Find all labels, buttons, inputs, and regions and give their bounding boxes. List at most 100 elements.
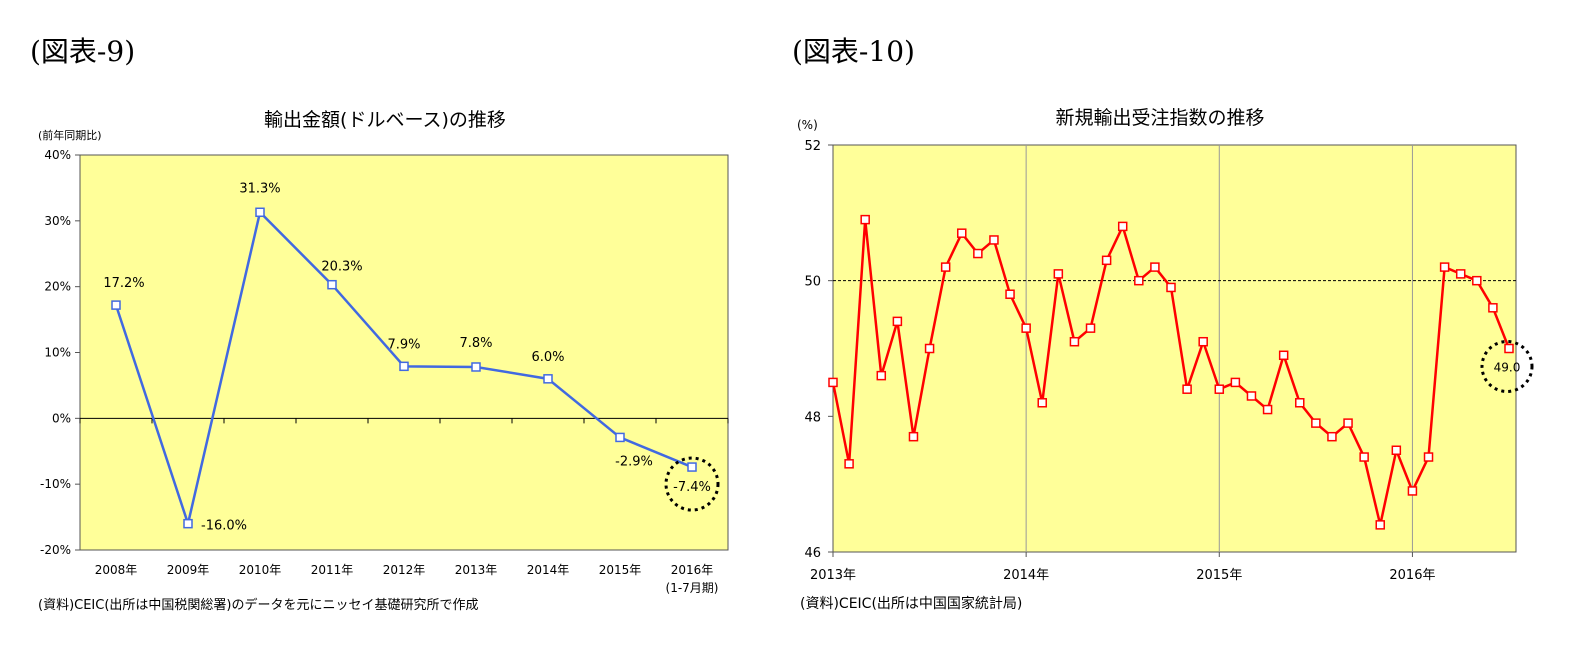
- chart1-data-point: [399, 361, 409, 372]
- chart2-data-point: [892, 316, 903, 327]
- chart2-data-point: [1101, 255, 1112, 266]
- chart1-ytick-label: -20%: [40, 543, 71, 557]
- chart1-y-axis: 40% 30% 20% 10% 0% -10% -20%: [40, 148, 80, 557]
- chart1-category-sublabel: (1-7月期): [666, 581, 719, 595]
- chart2-data-point: [1053, 269, 1064, 279]
- chart1-category-label: 2014年: [527, 563, 570, 577]
- chart2-data-point: [1311, 418, 1321, 428]
- chart2-x-axis: 2013年 2014年 2015年 2016年: [810, 552, 1435, 583]
- chart1-source: (資料)CEIC(出所は中国税関総署)のデータを元にニッセイ基礎研究所で作成: [38, 597, 479, 613]
- chart2-ytick-label: 48: [804, 410, 821, 425]
- chart2-ytick-label: 50: [804, 275, 821, 290]
- chart2-year-label: 2013年: [810, 568, 856, 583]
- chart2-data-point: [940, 262, 951, 272]
- chart2-markers: [828, 214, 1514, 530]
- chart1-category-label: 2010年: [239, 563, 282, 577]
- chart1-data-label: 31.3%: [239, 181, 280, 196]
- chart2-data-point: [957, 228, 967, 238]
- chart2-data-point: [1488, 303, 1498, 313]
- chart2-data-point: [973, 248, 983, 259]
- chart1-category-label: 2011年: [311, 563, 354, 577]
- chart2-data-point: [1166, 282, 1176, 293]
- chart2-highlight-circle: [1480, 340, 1534, 393]
- chart1-data-point: [255, 207, 265, 218]
- chart1-ytick-label: 30%: [44, 214, 71, 228]
- chart2-data-point: [1069, 336, 1080, 347]
- chart1-highlight-circle: [664, 456, 720, 512]
- chart1-data-label: -2.9%: [615, 454, 653, 469]
- chart2-data-point: [1407, 486, 1418, 496]
- chart1-data-point: [687, 462, 697, 472]
- chart2-data-point: [1198, 336, 1208, 347]
- chart2-data-point: [1504, 343, 1514, 354]
- chart1-data-label: 6.0%: [531, 350, 564, 365]
- chart2-data-point: [1214, 384, 1225, 394]
- chart2-data-point: [1246, 391, 1257, 401]
- chart2-data-point: [1005, 289, 1015, 299]
- chart1-data-label: 7.8%: [459, 336, 492, 351]
- chart1-plot-area: [79, 154, 729, 551]
- chart1-data-label: 7.9%: [387, 337, 420, 352]
- chart2-data-point: [1327, 431, 1337, 442]
- figure-9-label: (図表-9): [30, 35, 136, 68]
- chart2-highlight-label: 49.0: [1494, 361, 1521, 375]
- chart1-data-label: 17.2%: [103, 276, 144, 291]
- chart1-data-label: -16.0%: [201, 519, 247, 534]
- chart1-data-point: [471, 362, 481, 372]
- chart2-data-point: [1343, 418, 1353, 428]
- export-value-chart: 輸出金額(ドルベース)の推移 (前年同期比) 40% 30% 20% 10% 0% -10…: [38, 109, 729, 595]
- new-export-orders-chart: 新規輸出受注指数の推移 (%) 52 50 48 46 2013年 2014年 2015年…: [797, 107, 1534, 583]
- chart1-ytick-label: 20%: [44, 280, 71, 294]
- chart1-data-point: [327, 279, 337, 290]
- chart2-data-point: [1085, 323, 1096, 333]
- chart2-data-point: [1455, 269, 1466, 279]
- chart2-year-label: 2015年: [1196, 568, 1242, 583]
- chart2-data-point: [1150, 262, 1160, 272]
- chart1-ytick-label: 0%: [52, 411, 71, 425]
- chart1-category-label: 2016年: [671, 563, 714, 577]
- chart1-data-point: [183, 518, 193, 529]
- chart2-data-point: [860, 214, 870, 225]
- chart2-data-point: [1037, 398, 1047, 408]
- chart2-data-point: [1262, 404, 1273, 415]
- chart1-markers: [111, 207, 697, 529]
- chart2-y-axis: 52 50 48 46: [804, 139, 833, 561]
- chart2-data-point: [1134, 275, 1144, 286]
- chart2-data-point: [876, 370, 887, 381]
- chart1-category-label: 2008年: [95, 563, 138, 577]
- chart2-year-gridlines: [1025, 145, 1413, 552]
- chart2-ylabel: (%): [797, 118, 818, 132]
- chart1-category-label: 2013年: [455, 563, 498, 577]
- chart1-title: 輸出金額(ドルベース)の推移: [264, 109, 506, 131]
- chart2-data-point: [1439, 262, 1450, 272]
- chart1-data-labels: 17.2% -16.0% 31.3% 20.3% 7.9% 7.8% 6.0% -2.9% -7…: [103, 181, 711, 533]
- chart1-data-label: 20.3%: [321, 260, 362, 275]
- chart1-data-point: [543, 374, 553, 384]
- chart2-data-point: [908, 431, 919, 442]
- chart2-data-point: [1391, 445, 1402, 455]
- chart1-ytick-label: 40%: [44, 148, 71, 162]
- chart2-data-point: [924, 343, 935, 354]
- chart2-title: 新規輸出受注指数の推移: [1055, 107, 1264, 129]
- chart2-data-point: [1021, 323, 1031, 333]
- chart2-data-point: [1375, 520, 1385, 530]
- chart2-plot-area: [832, 144, 1517, 553]
- chart2-data-point: [1295, 398, 1305, 408]
- chart1-data-point: [615, 432, 625, 443]
- chart1-ytick-label: -10%: [40, 477, 71, 491]
- chart2-data-point: [828, 377, 838, 388]
- chart2-data-point: [1359, 452, 1369, 462]
- chart1-data-point: [111, 300, 121, 310]
- chart1-category-label: 2015年: [599, 563, 642, 577]
- chart2-year-label: 2014年: [1003, 568, 1049, 583]
- chart2-data-point: [989, 235, 999, 245]
- chart2-data-point: [1117, 221, 1128, 232]
- chart1-category-label: 2012年: [383, 563, 426, 577]
- chart2-data-point: [1423, 452, 1434, 462]
- chart2-year-label: 2016年: [1389, 568, 1435, 583]
- chart1-data-label: -7.4%: [673, 480, 711, 495]
- chart2-ytick-label: 46: [804, 546, 821, 561]
- chart2-source: (資料)CEIC(出所は中国国家統計局): [800, 595, 1022, 612]
- chart2-data-point: [844, 459, 854, 469]
